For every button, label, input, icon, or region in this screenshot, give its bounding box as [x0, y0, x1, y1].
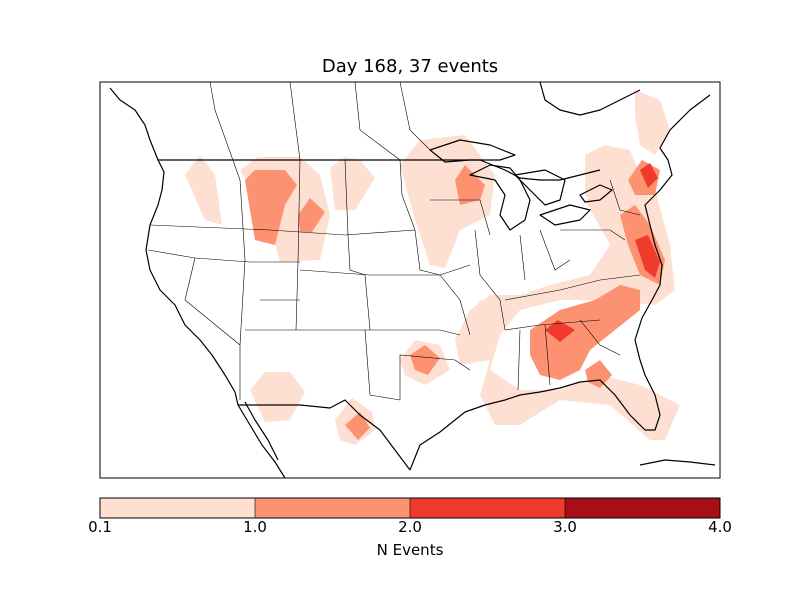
colorbar-bins: [100, 498, 720, 518]
field-region: [530, 285, 640, 380]
colorbar: [99, 497, 721, 519]
coastline-east: [634, 94, 711, 361]
state-border: [209, 81, 241, 181]
field-region: [455, 165, 485, 205]
density-level-3: [545, 163, 660, 342]
field-region: [410, 345, 440, 375]
state-border: [344, 159, 371, 331]
state-border: [289, 81, 301, 161]
state-border: [539, 229, 571, 271]
state-border: [609, 179, 641, 216]
state-border: [149, 224, 416, 236]
coastline-bc: [109, 87, 159, 161]
field-region: [635, 235, 660, 278]
state-border: [414, 229, 471, 336]
lake-michigan: [469, 164, 531, 231]
state-border: [560, 229, 626, 241]
state-border: [354, 81, 401, 161]
state-border: [544, 324, 551, 386]
field-region: [345, 412, 370, 440]
field-region: [545, 320, 575, 342]
coastlines: [109, 81, 716, 479]
colorbar-tick-label: 1.0: [243, 518, 267, 536]
colorbar-bin: [100, 498, 255, 518]
map-frame: [99, 81, 721, 479]
colorbar-tick-label: 0.1: [88, 518, 112, 536]
colorbar-bin: [410, 498, 565, 518]
density-level-1: [185, 90, 680, 445]
state-border: [517, 329, 521, 391]
field-region: [455, 185, 680, 440]
map-panel: [99, 81, 721, 479]
state-border: [295, 159, 301, 331]
coastline-hudson: [539, 81, 641, 116]
state-border: [299, 264, 471, 276]
border-us-mexico: [238, 399, 411, 471]
border-us-canada: [158, 159, 601, 181]
coastline-cuba: [639, 459, 716, 466]
state-border: [504, 279, 601, 301]
colorbar-label: N Events: [376, 541, 444, 559]
field-region: [455, 300, 500, 365]
lake-erie: [539, 204, 591, 226]
coastline-baja-gulf: [244, 401, 279, 461]
state-border: [579, 319, 621, 356]
coastline-gulf: [409, 359, 661, 471]
coastline-west: [145, 159, 239, 406]
field-region: [400, 135, 495, 268]
state-border: [519, 234, 526, 281]
lake-ontario: [579, 184, 613, 203]
state-border: [399, 81, 431, 151]
colorbar-tick-label: 2.0: [398, 518, 422, 536]
lake-superior: [429, 139, 516, 163]
state-border: [239, 179, 246, 400]
state-border: [245, 329, 461, 336]
field-region: [635, 90, 670, 155]
colorbar-tick-label: 3.0: [553, 518, 577, 536]
state-border: [184, 257, 241, 346]
colorbar-tick-label: 4.0: [708, 518, 732, 536]
state-borders: [147, 81, 641, 401]
coastline-baja: [237, 404, 286, 479]
colorbar-frame: [99, 497, 721, 519]
colorbar-bin: [255, 498, 410, 518]
field-region: [250, 372, 305, 422]
state-border: [474, 229, 506, 331]
state-border: [430, 199, 491, 236]
event-density-fields: [185, 90, 680, 445]
field-region: [185, 155, 222, 225]
state-border: [399, 354, 471, 400]
state-border: [399, 159, 416, 231]
state-border: [504, 319, 601, 331]
colorbar-bin: [565, 498, 720, 518]
state-border: [147, 249, 300, 263]
lake-huron: [514, 169, 566, 206]
field-region: [640, 163, 658, 188]
field-region: [298, 198, 325, 232]
field-region: [330, 157, 375, 210]
field-region: [245, 170, 297, 245]
state-border: [364, 329, 401, 401]
figure-title: Day 168, 37 events: [321, 56, 499, 77]
state-border: [599, 274, 641, 281]
